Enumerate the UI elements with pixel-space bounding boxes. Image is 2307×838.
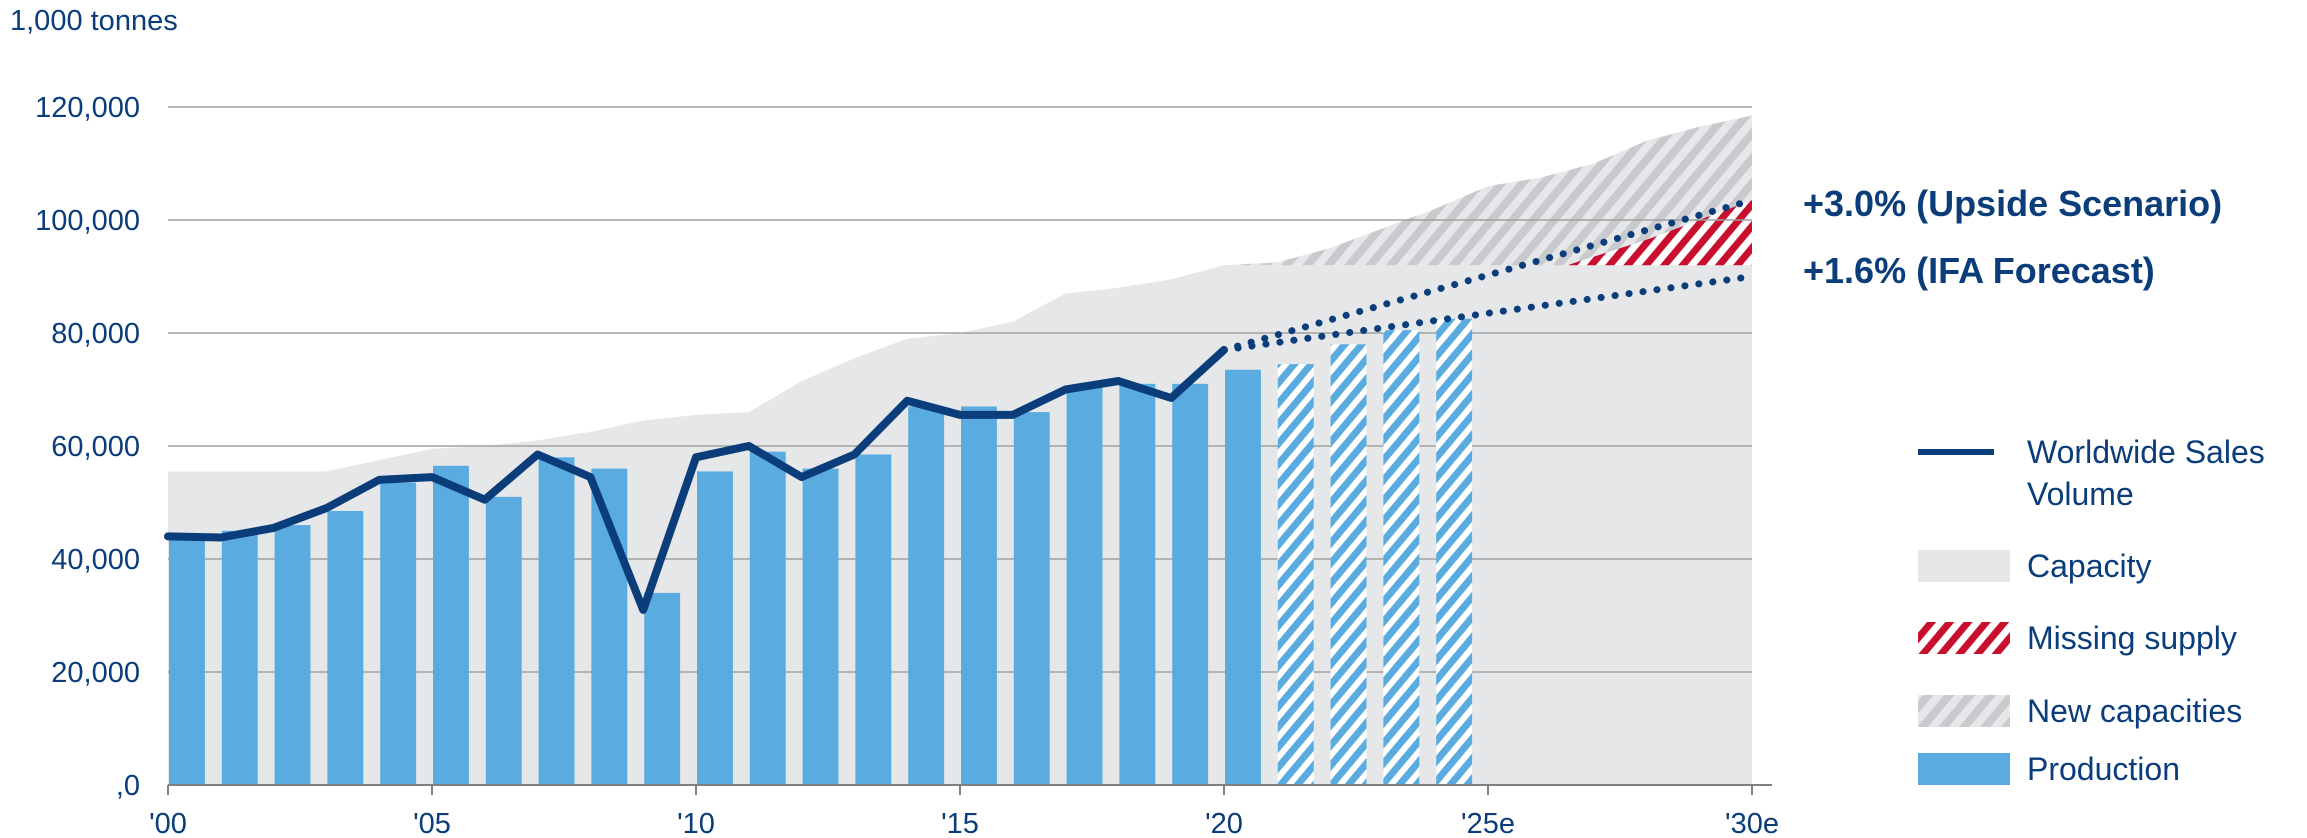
x-tick-label-2030: '30e <box>1725 808 1779 838</box>
production-forecast-bar-2021 <box>1277 364 1314 785</box>
x-tick-label-2005: '05 <box>413 808 451 838</box>
production-forecast-bar-2024 <box>1436 318 1473 785</box>
y-tick-label-120000: 120,000 <box>35 92 140 124</box>
production-bar-2006 <box>485 496 522 785</box>
production-bar-2020 <box>1225 369 1261 785</box>
legend-swatch-newcap <box>1918 695 2010 727</box>
production-bar-2004 <box>380 482 417 785</box>
production-forecast-bar-2022 <box>1330 344 1367 785</box>
legend-swatch-production <box>1918 753 2010 785</box>
legend: Worldwide Sales Volume Capacity Missing sup… <box>1918 434 2265 787</box>
sales-volume-line <box>164 345 1228 614</box>
production-bar-2010 <box>697 471 733 785</box>
production-bar-2013 <box>855 454 892 785</box>
production-bar-2018 <box>1119 383 1156 785</box>
legend-swatch-capacity <box>1918 550 2010 582</box>
legend-swatch-missing <box>1918 622 2010 654</box>
legend-label-missing-0: Missing supply <box>2027 620 2237 656</box>
x-tick-label-2015: '15 <box>941 808 979 838</box>
y-tick-label-100000: 100,000 <box>35 205 140 237</box>
x-tick-label-2020: '20 <box>1205 808 1243 838</box>
y-tick-label-0: ,0 <box>116 770 140 802</box>
legend-label-newcap-0: New capacities <box>2027 693 2242 729</box>
missing-supply-area <box>1567 200 1752 266</box>
ifa-forecast-annotation: +1.6% (IFA Forecast) <box>1803 250 2155 291</box>
production-bar-2017 <box>1066 386 1103 785</box>
y-tick-label-40000: 40,000 <box>51 544 140 576</box>
production-forecast-bar-2023 <box>1383 330 1420 785</box>
y-tick-label-80000: 80,000 <box>51 318 140 350</box>
production-bar-2001 <box>221 530 258 785</box>
production-bar-2016 <box>1013 412 1050 785</box>
production-bar-2005 <box>433 465 469 785</box>
y-axis-unit-label: 1,000 tonnes <box>10 5 178 37</box>
production-bar-2015 <box>961 406 997 785</box>
x-tick-label-2000: '00 <box>149 808 187 838</box>
production-bar-2011 <box>749 451 786 785</box>
y-tick-label-20000: 20,000 <box>51 657 140 689</box>
legend-label-line-0: Worldwide Sales <box>2027 434 2265 470</box>
ifa-forecast-line <box>1220 273 1756 354</box>
production-bar-2019 <box>1172 383 1209 785</box>
x-tick-label-2025: '25e <box>1461 808 1515 838</box>
production-bar-2009 <box>644 592 681 785</box>
upside-scenario-annotation: +3.0% (Upside Scenario) <box>1803 183 2222 224</box>
x-tick-label-2010: '10 <box>677 808 715 838</box>
production-bar-2007 <box>538 457 575 785</box>
production-bar-2003 <box>327 510 364 785</box>
new-capacities-area <box>1224 115 1752 266</box>
legend-label-production-0: Production <box>2027 751 2180 787</box>
production-bar-2002 <box>274 525 311 785</box>
production-bar-2014 <box>908 406 945 785</box>
legend-label-capacity-0: Capacity <box>2027 548 2152 584</box>
y-tick-label-60000: 60,000 <box>51 431 140 463</box>
legend-label-line-1: Volume <box>2027 476 2134 512</box>
production-bar-2012 <box>802 468 839 785</box>
production-bar-2000 <box>169 536 205 785</box>
